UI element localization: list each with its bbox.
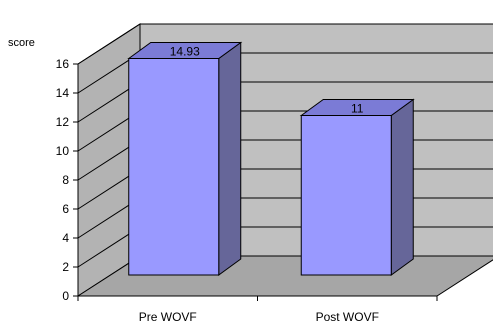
y-axis-title: score: [8, 37, 35, 49]
y-tick-label: 10: [56, 144, 70, 158]
bar-front: [128, 58, 220, 276]
y-tick-label: 2: [62, 260, 69, 274]
data-label: 14.93: [170, 45, 200, 59]
bar-side: [218, 41, 242, 276]
x-category-label: Pre WOVF: [139, 310, 197, 323]
x-category-label: Post WOVF: [316, 310, 379, 323]
gridline-16: [77, 23, 493, 65]
data-label: 11: [351, 102, 364, 116]
y-tick-label: 0: [62, 289, 69, 303]
bars: 14.93 11: [127, 41, 415, 276]
y-tick-label: 6: [62, 202, 69, 216]
bar-side: [390, 98, 414, 276]
bar-front: [300, 115, 392, 276]
bar-2: 11: [299, 98, 415, 276]
y-tick-label: 14: [56, 86, 70, 100]
axes: 0 2 4 6 8 10 12 14 16 Pre WOVF Post WOVF: [56, 57, 438, 323]
y-tick-label: 12: [56, 115, 70, 129]
y-tick-label: 16: [56, 57, 70, 71]
bar-1: 14.93: [127, 41, 243, 276]
y-tick-label: 4: [62, 231, 69, 245]
y-tick-label: 8: [62, 173, 69, 187]
